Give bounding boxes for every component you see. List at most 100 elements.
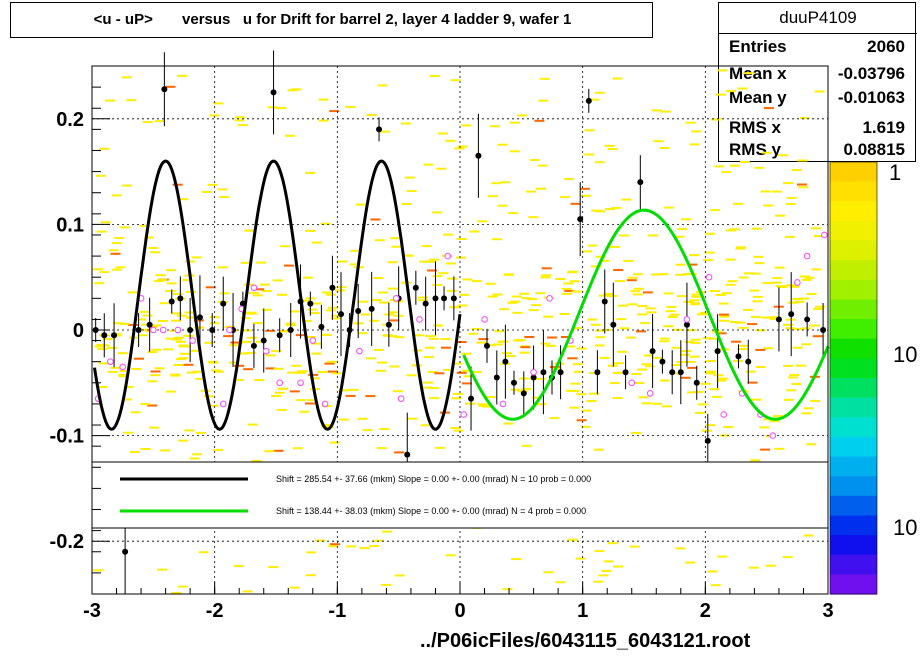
histogram-cell — [621, 198, 632, 201]
histogram-cell — [617, 350, 628, 353]
histogram-cell — [534, 119, 545, 122]
histogram-cell — [414, 334, 425, 337]
histogram-cell — [149, 426, 159, 429]
histogram-cell — [652, 109, 662, 112]
histogram-cell — [289, 390, 300, 393]
histogram-cell — [748, 566, 759, 569]
stats-name: duuP4109 — [779, 8, 857, 27]
palette-bin — [830, 515, 877, 536]
histogram-cell — [750, 316, 761, 318]
histogram-cell — [185, 316, 196, 319]
histogram-cell — [595, 329, 606, 332]
open-marker — [460, 411, 467, 418]
histogram-cell — [697, 313, 707, 316]
histogram-cell — [488, 195, 498, 198]
histogram-cell — [150, 251, 161, 254]
histogram-cell — [660, 110, 671, 113]
histogram-cell — [509, 121, 520, 124]
histogram-cell — [219, 292, 230, 295]
histogram-cell — [718, 377, 729, 380]
histogram-cell — [637, 305, 648, 307]
open-marker — [444, 252, 452, 260]
histogram-cell — [252, 322, 263, 325]
histogram-cell — [394, 574, 405, 577]
color-palette — [829, 161, 878, 595]
histogram-cell — [594, 550, 605, 553]
palette-bin — [830, 181, 877, 202]
histogram-cell — [708, 337, 719, 340]
histogram-cell — [245, 351, 256, 354]
open-marker — [397, 395, 405, 402]
x-tick-label: -3 — [83, 600, 101, 622]
histogram-cell — [791, 383, 802, 385]
histogram-cell — [440, 338, 451, 340]
histogram-cell — [494, 330, 505, 333]
stat-value: -0.03796 — [837, 64, 905, 83]
histogram-cell — [307, 399, 318, 402]
histogram-cell — [627, 276, 638, 279]
histogram-cell — [287, 89, 298, 92]
histogram-cell — [591, 209, 602, 212]
histogram-cell — [485, 396, 496, 398]
histogram-cell — [645, 307, 656, 310]
histogram-cell — [759, 426, 770, 429]
palette-bin — [830, 554, 877, 575]
histogram-cell — [368, 319, 379, 322]
histogram-cell — [510, 388, 521, 391]
profile-point — [585, 97, 592, 104]
palette-bin — [830, 476, 877, 497]
histogram-cell — [769, 420, 780, 423]
histogram-cell — [326, 360, 337, 363]
histogram-cell — [261, 290, 272, 292]
histogram-cell — [687, 366, 698, 369]
histogram-cell — [254, 379, 265, 382]
profile-point — [260, 337, 267, 344]
histogram-cell — [93, 569, 104, 572]
histogram-cell — [274, 391, 285, 394]
palette-bin — [830, 397, 877, 418]
histogram-cell — [461, 124, 472, 127]
stats-box: duuP4109 Entries 2060 Mean x -0.03796 Me… — [718, 2, 917, 162]
histogram-cell — [761, 151, 772, 154]
histogram-cell — [671, 372, 682, 375]
histogram-cell — [306, 551, 317, 554]
histogram-cell — [371, 299, 382, 302]
histogram-cell — [782, 556, 793, 559]
histogram-cell — [421, 245, 432, 248]
histogram-cell — [119, 369, 130, 372]
open-marker — [794, 279, 801, 286]
histogram-cell — [477, 220, 488, 223]
histogram-cell — [472, 327, 483, 330]
profile-point — [475, 152, 482, 159]
histogram-cell — [320, 222, 331, 225]
histogram-cell — [485, 344, 496, 347]
histogram-cell — [99, 147, 109, 150]
histogram-cell — [350, 249, 361, 252]
histogram-cell — [157, 278, 168, 281]
open-marker — [416, 316, 423, 323]
histogram-cell — [355, 203, 366, 206]
histogram-cell — [782, 182, 793, 185]
profile-point — [493, 374, 500, 381]
histogram-cell — [497, 143, 508, 146]
histogram-cell — [710, 290, 720, 292]
histogram-cell — [725, 283, 736, 286]
histogram-cell — [418, 296, 429, 299]
histogram-cell — [154, 280, 165, 283]
histogram-cell — [581, 409, 592, 412]
histogram-cell — [809, 324, 820, 327]
histogram-cell — [471, 371, 482, 374]
histogram-cell — [803, 534, 814, 537]
histogram-cell — [189, 457, 200, 460]
histogram-cell — [659, 379, 670, 382]
profile-point — [146, 321, 153, 328]
histogram-cell — [243, 368, 254, 371]
histogram-cell — [158, 320, 168, 322]
histogram-cell — [630, 290, 641, 293]
histogram-cell — [726, 90, 736, 93]
histogram-cell — [567, 357, 578, 360]
histogram-cell — [373, 539, 384, 542]
profile-point — [307, 300, 314, 307]
histogram-cell — [729, 228, 740, 231]
palette-label-1: 1 — [889, 160, 901, 185]
